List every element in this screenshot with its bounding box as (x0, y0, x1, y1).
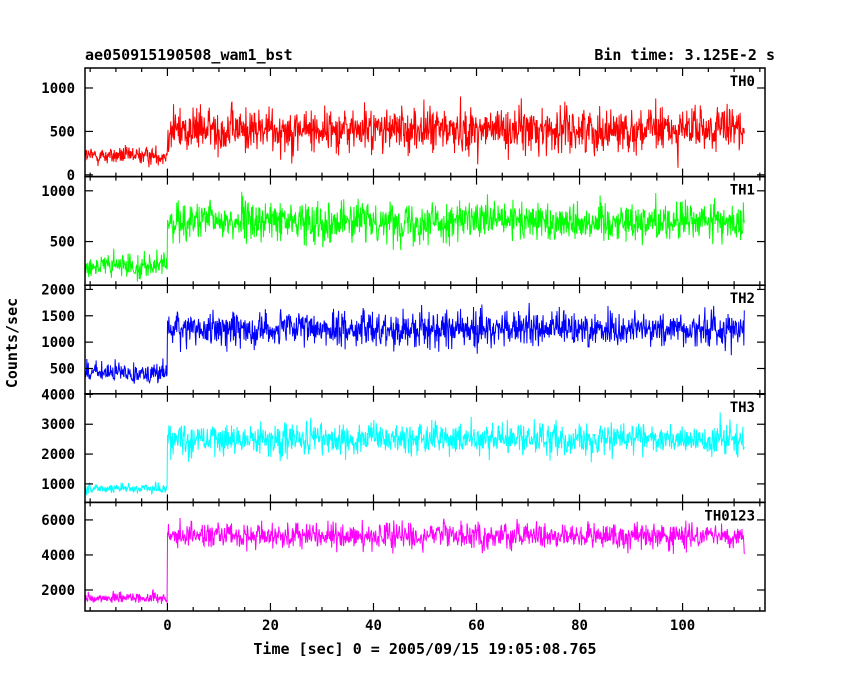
x-tick-label: 60 (468, 618, 485, 634)
y-tick-label: 4000 (41, 387, 75, 403)
x-tick-label: 0 (163, 618, 171, 634)
bin-time-label: Bin time: 3.125E-2 s (594, 46, 775, 64)
series-label-th0123: TH0123 (704, 508, 755, 524)
panel-th0123: 2000 4000 6000 TH0123 (41, 501, 766, 612)
y-tick-label: 1500 (41, 309, 75, 325)
x-axis-label: Time [sec] 0 = 2005/09/15 19:05:08.765 (253, 640, 596, 658)
series-line-th3 (84, 412, 745, 496)
y-tick-label: 1000 (41, 335, 75, 351)
series-line-th0123 (84, 518, 745, 605)
y-tick-label: 1000 (41, 81, 75, 97)
series-label-th1: TH1 (730, 183, 755, 199)
y-tick-label: 3000 (41, 417, 75, 433)
y-tick-label: 2000 (41, 583, 75, 599)
y-tick-label: 2000 (41, 447, 75, 463)
y-tick-label: 2000 (41, 282, 75, 298)
series-line-th2 (84, 302, 745, 385)
panel-th3: 1000 2000 3000 4000 TH3 (41, 387, 766, 504)
y-tick-label: 1000 (41, 184, 75, 200)
series-line-th1 (84, 191, 745, 282)
series-line-th0 (84, 96, 745, 168)
series-label-th3: TH3 (730, 400, 755, 416)
y-tick-label: 500 (50, 124, 75, 140)
series-label-th2: TH2 (730, 291, 755, 307)
y-tick-label: 0 (67, 168, 75, 184)
y-tick-label: 500 (50, 361, 75, 377)
series-label-th0: TH0 (730, 74, 755, 90)
x-tick-label: 80 (571, 618, 588, 634)
panel-th2: 500 1000 1500 2000 TH2 (41, 282, 766, 395)
y-tick-label: 1000 (41, 477, 75, 493)
x-tick-label: 100 (670, 618, 695, 634)
panel-th1: 500 1000 TH1 (41, 175, 766, 286)
y-tick-label: 4000 (41, 548, 75, 564)
panel-th0: 0 500 1000 TH0 (41, 67, 766, 184)
y-tick-label: 500 (50, 235, 75, 251)
y-tick-label: 6000 (41, 513, 75, 529)
x-tick-label: 20 (262, 618, 279, 634)
x-tick-label: 40 (365, 618, 382, 634)
panel-frame (84, 501, 766, 612)
y-axis-label: Counts/sec (3, 298, 21, 388)
chart-title: ae050915190508_wam1_bst (85, 46, 293, 64)
